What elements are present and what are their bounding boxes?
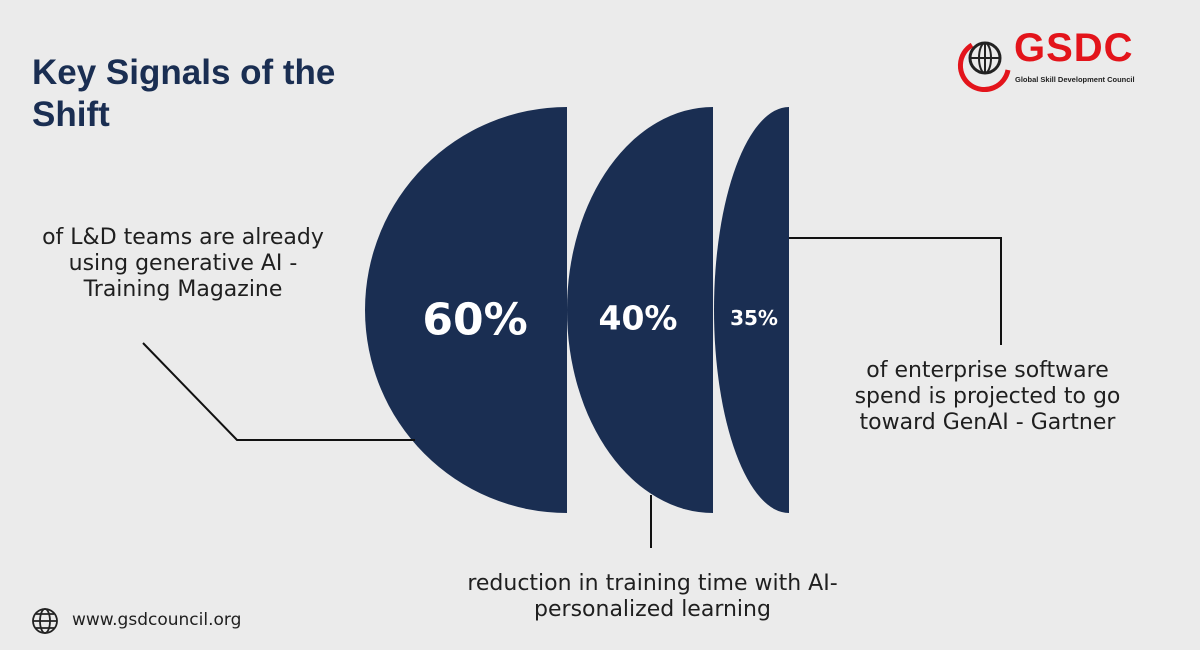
title: Key Signals of the Shift	[32, 53, 336, 134]
stat-figure: 40%	[598, 298, 678, 338]
shape-medium	[567, 107, 713, 513]
shape-large	[365, 107, 567, 513]
stat-description: of enterprise software spend is projecte…	[854, 358, 1121, 435]
connector	[142, 342, 415, 441]
logo-name: GSDC	[1014, 26, 1134, 70]
logo-tagline: Global Skill Development Council	[1015, 75, 1135, 84]
web-icon	[32, 608, 58, 634]
website: www.gsdcouncil.org	[72, 610, 242, 630]
logo-icon	[957, 41, 1011, 92]
stat-figure: 60%	[422, 294, 528, 346]
connector	[789, 237, 1002, 345]
shape-small	[714, 107, 789, 513]
stat-figure: 35%	[730, 306, 778, 330]
stat-description: of L&D teams are already using generativ…	[42, 225, 324, 302]
stat-description: reduction in training time with AI-perso…	[467, 571, 838, 622]
